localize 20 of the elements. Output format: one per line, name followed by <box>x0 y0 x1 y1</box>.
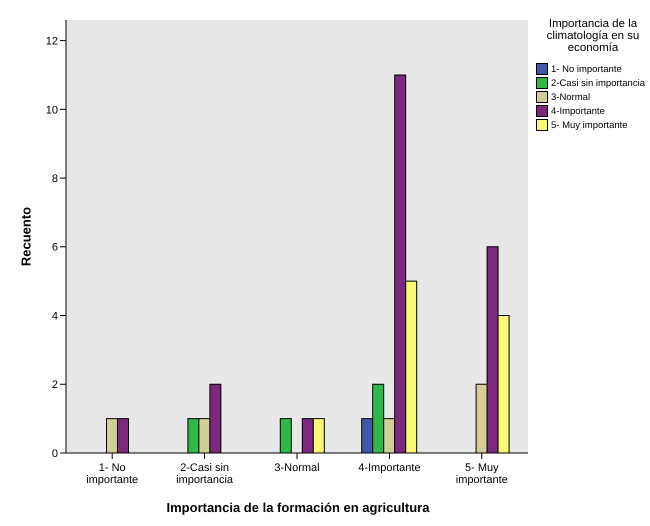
x-tick-label: 2-Casi sin importancia <box>176 462 234 486</box>
legend-label: 5- Muy importante <box>551 120 628 130</box>
legend-label: 4-Importante <box>551 106 605 116</box>
legend-label: 3-Normal <box>551 92 590 102</box>
y-axis-title: Recuento <box>18 206 34 266</box>
legend-label: 1- No importante <box>551 64 622 74</box>
x-tick-label: 1- No importante <box>86 462 138 486</box>
x-tick-label: 3-Normal <box>274 462 320 474</box>
y-tick-label: 6 <box>52 242 58 254</box>
legend-label: 2-Casi sin importancia <box>551 78 645 88</box>
x-tick-label: 4-Importante <box>358 462 421 474</box>
y-tick-label: 4 <box>52 310 58 322</box>
y-tick-label: 12 <box>46 36 58 48</box>
x-tick-label: 5- Muy importante <box>456 462 508 486</box>
y-tick-label: 2 <box>52 379 58 392</box>
y-tick-label: 0 <box>52 448 58 460</box>
legend-title: Importancia de la climatología en su economía <box>546 18 640 54</box>
y-tick-label: 10 <box>46 104 58 116</box>
y-tick-label: 8 <box>52 172 58 185</box>
x-axis-title: Importancia de la formación en agricultura <box>166 500 430 515</box>
